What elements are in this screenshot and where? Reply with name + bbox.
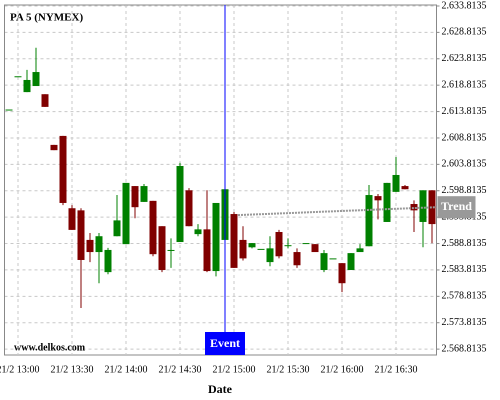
candle-body bbox=[203, 229, 211, 272]
candle-body bbox=[149, 200, 157, 255]
x-tick-label: 21/2 13:30 bbox=[50, 364, 93, 375]
candle-body bbox=[140, 186, 148, 202]
watermark: www.delkos.com bbox=[14, 342, 86, 353]
candle-body bbox=[14, 76, 22, 78]
x-tick-label: 21/2 15:00 bbox=[212, 364, 255, 375]
candle-body bbox=[77, 210, 85, 260]
candle-body bbox=[365, 195, 373, 247]
candle-body bbox=[122, 182, 130, 245]
candle-body bbox=[41, 94, 49, 107]
candle-body bbox=[185, 190, 193, 227]
x-tick-label: 21/2 16:00 bbox=[320, 364, 363, 375]
candle-body bbox=[401, 186, 409, 190]
candle-body bbox=[239, 239, 247, 259]
candle-body bbox=[428, 190, 436, 225]
y-tick-label: 2.578.8135 bbox=[442, 291, 487, 302]
y-tick-label: 2.588.8135 bbox=[442, 238, 487, 249]
candle-body bbox=[266, 248, 274, 263]
candle-body bbox=[131, 186, 139, 208]
plot-frame bbox=[4, 4, 437, 356]
candle-body bbox=[104, 249, 112, 273]
candle-body bbox=[419, 190, 427, 222]
candle-body bbox=[275, 231, 283, 257]
candle-body bbox=[176, 166, 184, 243]
x-tick-label: 21/2 16:30 bbox=[374, 364, 417, 375]
x-axis-label: Date bbox=[208, 382, 233, 396]
candle-body bbox=[59, 135, 67, 203]
x-tick-label: 21/2 13:00 bbox=[0, 364, 40, 375]
y-tick-label: 2.583.8135 bbox=[442, 264, 487, 275]
candle-body bbox=[320, 253, 328, 271]
y-tick-label: 2.568.8135 bbox=[442, 343, 487, 354]
candle-body bbox=[410, 204, 418, 211]
candle-body bbox=[347, 253, 355, 271]
y-tick-label: 2.628.8135 bbox=[442, 27, 487, 38]
candle-body bbox=[257, 248, 265, 250]
y-tick-label: 2.608.8135 bbox=[442, 132, 487, 143]
trend-label: Trend bbox=[441, 199, 472, 213]
candle-body bbox=[311, 244, 319, 253]
candle-body bbox=[194, 229, 202, 235]
candle-body bbox=[293, 252, 301, 266]
candle-body bbox=[95, 236, 103, 253]
candle-body bbox=[248, 243, 256, 248]
event-label: Event bbox=[210, 336, 240, 350]
y-tick-label: 2.623.8135 bbox=[442, 53, 487, 64]
trend-line bbox=[237, 206, 437, 217]
candle-body bbox=[392, 174, 400, 192]
y-tick-label: 2.633.8135 bbox=[442, 0, 487, 11]
candle-body bbox=[383, 182, 391, 222]
y-tick-label: 2.603.8135 bbox=[442, 159, 487, 170]
candle-body bbox=[302, 243, 310, 245]
x-tick-label: 21/2 14:00 bbox=[104, 364, 147, 375]
candle-body bbox=[356, 248, 364, 253]
candle-body bbox=[86, 239, 94, 253]
candle-body bbox=[374, 196, 382, 201]
chart-title: PA 5 (NYMEX) bbox=[10, 12, 83, 24]
event-tag bbox=[205, 332, 245, 355]
candle-body bbox=[158, 226, 166, 271]
candle-body bbox=[230, 214, 238, 268]
candle-body bbox=[50, 144, 58, 151]
candle-body bbox=[5, 109, 13, 111]
candle-body bbox=[284, 245, 292, 247]
candle-body bbox=[167, 249, 175, 251]
x-tick-label: 21/2 14:30 bbox=[158, 364, 201, 375]
y-tick-label: 2.598.8135 bbox=[442, 185, 487, 196]
candle-body bbox=[32, 72, 40, 87]
candle-body bbox=[338, 263, 346, 284]
candle-body bbox=[23, 79, 31, 93]
candle-body bbox=[212, 202, 220, 272]
y-tick-label: 2.573.8135 bbox=[442, 317, 487, 328]
y-tick-label: 2.618.8135 bbox=[442, 79, 487, 90]
x-tick-label: 21/2 15:30 bbox=[266, 364, 309, 375]
candle-body bbox=[113, 220, 121, 237]
y-tick-label: 2.613.8135 bbox=[442, 106, 487, 117]
candle-body bbox=[68, 208, 76, 230]
candle-body bbox=[329, 258, 337, 260]
trend-tag bbox=[437, 196, 476, 219]
